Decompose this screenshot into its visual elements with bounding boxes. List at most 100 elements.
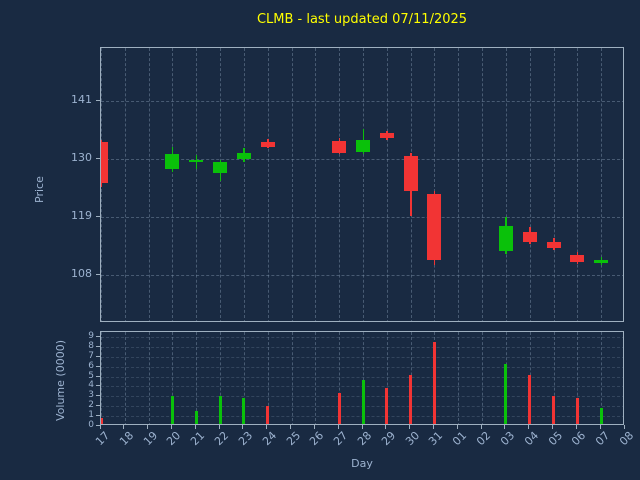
candle-body	[189, 159, 204, 163]
grid-line-vertical	[101, 332, 102, 424]
x-tick-mark	[194, 425, 196, 429]
x-tick-label: 23	[236, 429, 256, 449]
x-tick-mark	[504, 425, 506, 429]
x-tick-label: 03	[498, 429, 518, 449]
candle-body	[332, 141, 347, 153]
volume-tick-label: 2	[88, 400, 94, 411]
price-tick-label: 141	[71, 92, 92, 106]
price-tick-mark	[96, 158, 100, 160]
volume-tick-mark	[96, 385, 100, 387]
grid-line-vertical	[172, 332, 174, 424]
candle-body	[101, 142, 108, 184]
volume-bar	[218, 396, 222, 424]
x-tick-label: 18	[116, 429, 137, 449]
grid-line-horizontal	[101, 100, 623, 102]
candle-body	[236, 152, 251, 159]
price-tick-label: 108	[71, 267, 92, 281]
grid-line-vertical	[315, 48, 317, 321]
x-tick-mark	[385, 425, 387, 429]
volume-bar	[170, 396, 174, 424]
volume-tick-label: 3	[88, 390, 94, 401]
x-tick-mark	[456, 425, 458, 429]
price-panel	[100, 47, 624, 322]
x-tick-mark	[528, 425, 530, 429]
volume-bar	[575, 398, 579, 424]
grid-line-horizontal	[101, 159, 623, 161]
x-tick-mark	[409, 425, 411, 429]
grid-line-horizontal	[101, 275, 623, 277]
x-tick-label: 29	[378, 429, 399, 449]
x-tick-label: 08	[617, 429, 637, 449]
volume-tick-label: 0	[88, 420, 94, 430]
candle-body	[546, 242, 561, 248]
x-tick-mark	[552, 425, 554, 429]
grid-line-horizontal	[101, 356, 623, 358]
volume-axis-label: Volume (0000)	[54, 340, 67, 421]
candle-body	[427, 193, 442, 261]
grid-line-vertical	[505, 48, 507, 321]
volume-bar	[528, 374, 532, 424]
volume-tick-mark	[96, 405, 100, 407]
grid-line-vertical	[553, 332, 555, 424]
x-tick-mark	[242, 425, 244, 429]
grid-line-vertical	[291, 48, 293, 321]
x-tick-mark	[218, 425, 220, 429]
volume-panel	[100, 331, 624, 425]
volume-tick-label: 9	[88, 330, 94, 341]
grid-line-vertical	[458, 332, 460, 424]
price-tick-mark	[96, 274, 100, 276]
x-tick-label: 31	[426, 429, 446, 449]
grid-line-vertical	[315, 332, 317, 424]
candle-body	[213, 161, 228, 174]
volume-bar	[552, 396, 556, 424]
volume-bar	[194, 411, 198, 424]
x-tick-label: 21	[188, 429, 208, 449]
x-tick-label: 20	[164, 429, 184, 449]
volume-tick-mark	[96, 335, 100, 337]
x-tick-label: 17	[93, 429, 113, 449]
candle-body	[403, 155, 418, 191]
candle-body	[498, 226, 513, 252]
x-tick-label: 19	[140, 429, 160, 449]
x-tick-mark	[170, 425, 172, 429]
x-tick-mark	[432, 425, 434, 429]
x-tick-mark	[266, 425, 268, 429]
grid-line-vertical	[529, 48, 531, 321]
x-tick-label: 30	[402, 429, 422, 449]
price-tick-mark	[96, 99, 100, 101]
x-tick-mark	[623, 425, 625, 429]
x-tick-mark	[147, 425, 149, 429]
candle-body	[379, 133, 394, 138]
grid-line-vertical	[482, 48, 484, 321]
grid-line-vertical	[267, 332, 269, 424]
grid-line-vertical	[601, 48, 603, 321]
grid-line-vertical	[386, 332, 388, 424]
x-tick-label: 07	[593, 429, 613, 449]
grid-line-vertical	[458, 48, 460, 321]
x-tick-mark	[290, 425, 292, 429]
x-tick-label: 04	[521, 429, 541, 449]
volume-bar	[242, 398, 246, 424]
candle-body	[165, 153, 180, 169]
x-tick-label: 06	[569, 429, 589, 449]
grid-line-vertical	[363, 48, 364, 321]
volume-bar	[385, 388, 389, 424]
x-tick-mark	[599, 425, 601, 429]
grid-line-vertical	[124, 332, 126, 424]
volume-tick-mark	[96, 395, 100, 397]
grid-line-vertical	[220, 48, 222, 321]
grid-line-vertical	[386, 48, 388, 321]
grid-line-vertical	[482, 332, 484, 424]
grid-line-vertical	[339, 48, 341, 321]
grid-line-horizontal	[101, 366, 623, 368]
grid-line-horizontal	[101, 376, 623, 378]
volume-tick-label: 4	[88, 380, 94, 391]
chart-title: CLMB - last updated 07/11/2025	[256, 12, 468, 27]
price-tick-label: 130	[71, 151, 92, 165]
x-tick-label: 24	[259, 429, 279, 449]
x-tick-label: 26	[307, 429, 327, 449]
x-tick-mark	[337, 425, 339, 429]
x-tick-mark	[99, 425, 101, 429]
grid-line-vertical	[577, 332, 579, 424]
grid-line-horizontal	[101, 217, 623, 219]
